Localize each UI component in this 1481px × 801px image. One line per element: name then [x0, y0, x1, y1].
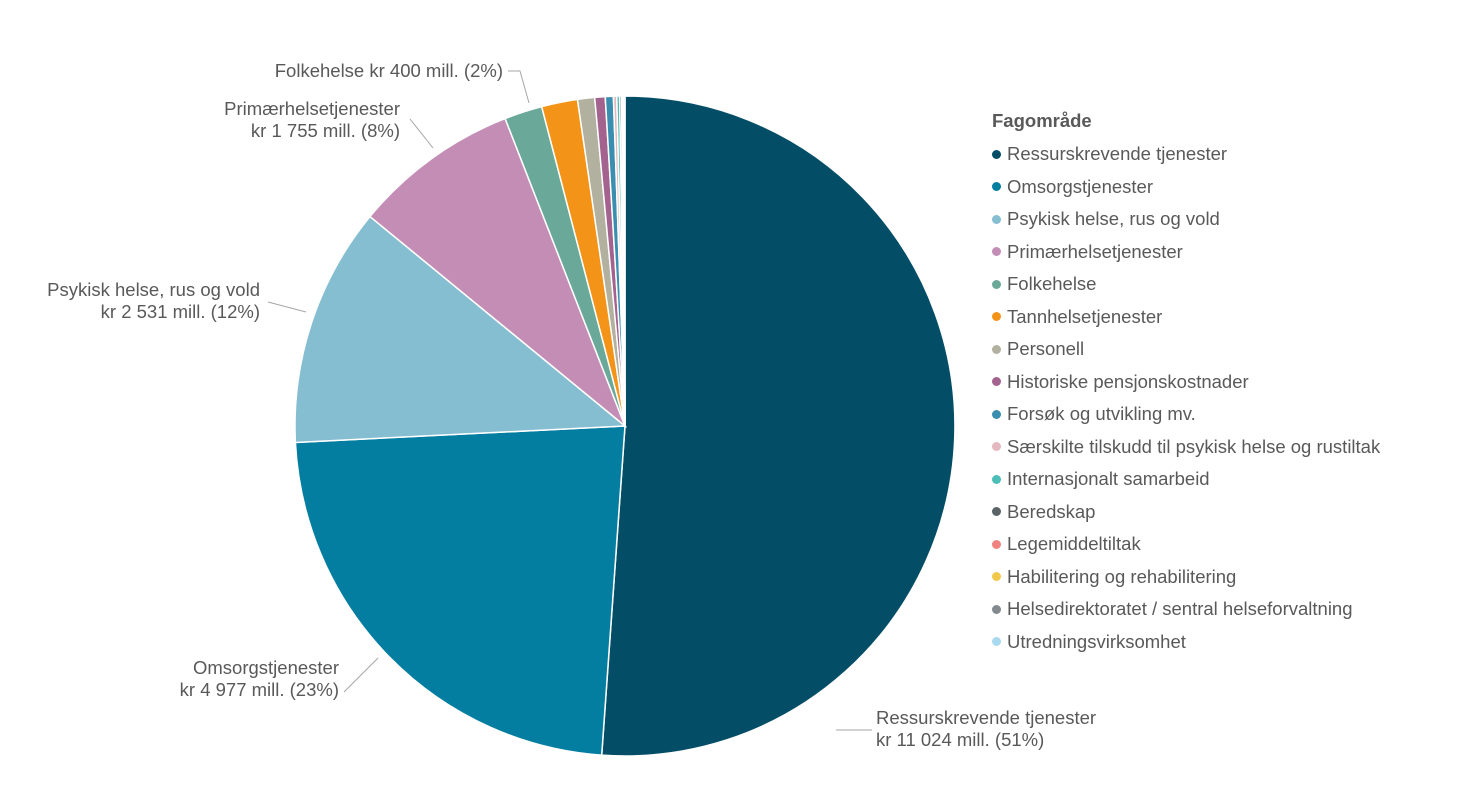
pie-slice-1 [294, 425, 626, 756]
legend-item: Beredskap [992, 496, 1380, 529]
legend-marker-icon [992, 409, 1001, 419]
legend-item: Tannhelsetjenester [992, 301, 1380, 334]
pie-slice-15 [623, 95, 626, 427]
legend-label: Historiske pensjonskostnader [1007, 370, 1249, 392]
pie-slice-0 [600, 95, 956, 757]
slice-label-line: kr 2 531 mill. (12%) [101, 301, 260, 322]
legend-marker-icon [992, 539, 1001, 549]
legend-item: Personell [992, 333, 1380, 366]
leader-line-1 [343, 657, 379, 693]
legend-item: Helsedirektoratet / sentral helseforvalt… [992, 593, 1380, 626]
slice-label-line: Ressurskrevende tjenester [876, 707, 1096, 728]
slice-label-line: Psykisk helse, rus og vold [47, 279, 260, 300]
legend-marker-icon [992, 604, 1001, 614]
legend-item: Psykisk helse, rus og vold [992, 203, 1380, 236]
legend-label: Folkehelse [1007, 273, 1097, 295]
legend-marker-icon [992, 182, 1001, 192]
legend-marker-icon [992, 637, 1001, 647]
legend-item: Internasjonalt samarbeid [992, 463, 1380, 496]
legend-label: Psykisk helse, rus og vold [1007, 208, 1220, 230]
legend: Fagområde Ressurskrevende tjenester Omsor… [984, 100, 1424, 660]
legend-item: Habilitering og rehabilitering [992, 561, 1380, 594]
legend-marker-icon [992, 442, 1001, 452]
leader-line-2 [267, 301, 307, 313]
legend-marker-icon [992, 247, 1001, 257]
legend-label: Forsøk og utvikling mv. [1007, 403, 1196, 425]
legend-label: Legemiddeltiltak [1007, 533, 1141, 555]
slice-label-0: Ressurskrevende tjenester kr 11 024 mill.… [876, 707, 1096, 750]
slice-label-line: kr 11 024 mill. (51%) [876, 729, 1044, 750]
legend-marker-icon [992, 279, 1001, 289]
legend-item: Legemiddeltiltak [992, 528, 1380, 561]
pie-slices [294, 95, 956, 757]
legend-label: Personell [1007, 338, 1085, 360]
legend-label: Habilitering og rehabilitering [1007, 565, 1237, 587]
legend-marker-icon [992, 474, 1001, 484]
legend-marker-icon [992, 149, 1001, 159]
pie-slice-3 [368, 117, 627, 429]
legend-marker-icon [992, 377, 1001, 387]
legend-label: Tannhelsetjenester [1007, 305, 1163, 327]
legend-item: Folkehelse [992, 268, 1380, 301]
slice-label-line: kr 1 755 mill. (8%) [251, 120, 400, 141]
legend-marker-icon [992, 312, 1001, 322]
legend-item: Ressurskrevende tjenester [992, 138, 1380, 171]
legend-title: Fagområde [992, 110, 1092, 131]
slice-label-4: Folkehelse kr 400 mill. (2%) [275, 60, 503, 81]
leader-line-3 [409, 118, 434, 149]
legend-item: Primærhelsetjenester [992, 236, 1380, 269]
legend-label: Ressurskrevende tjenester [1007, 143, 1228, 165]
legend-marker-icon [992, 507, 1001, 517]
slice-label-line: Folkehelse kr 400 mill. (2%) [275, 60, 503, 81]
legend-list: Ressurskrevende tjenester Omsorgstjeneste… [992, 138, 1380, 658]
legend-item: Utredningsvirksomhet [992, 626, 1380, 659]
legend-label: Internasjonalt samarbeid [1007, 468, 1210, 490]
slice-label-3: Primærhelsetjenester kr 1 755 mill. (8%) [224, 98, 400, 141]
legend-label: Beredskap [1007, 500, 1096, 522]
slice-label-line: Primærhelsetjenester [224, 98, 400, 119]
legend-marker-icon [992, 214, 1001, 224]
legend-label: Helsedirektoratet / sentral helseforvalt… [1007, 598, 1353, 620]
legend-item: Historiske pensjonskostnader [992, 366, 1380, 399]
legend-marker-icon [992, 344, 1001, 354]
legend-label: Omsorgstjenester [1007, 175, 1153, 197]
legend-label: Særskilte tilskudd til psykisk helse og … [1007, 435, 1381, 457]
slice-label-2: Psykisk helse, rus og vold kr 2 531 mill.… [47, 279, 260, 322]
slice-label-1: Omsorgstjenester kr 4 977 mill. (23%) [180, 657, 339, 700]
slice-label-line: Omsorgstjenester [193, 657, 339, 678]
legend-label: Utredningsvirksomhet [1007, 630, 1186, 652]
legend-item: Særskilte tilskudd til psykisk helse og … [992, 431, 1380, 464]
legend-label: Primærhelsetjenester [1007, 240, 1183, 262]
slice-label-line: kr 4 977 mill. (23%) [180, 679, 339, 700]
leader-line-4 [508, 70, 530, 104]
pie-labels: Ressurskrevende tjenester kr 11 024 mill.… [47, 60, 1096, 750]
legend-item: Omsorgstjenester [992, 171, 1380, 204]
legend-item: Forsøk og utvikling mv. [992, 398, 1380, 431]
legend-marker-icon [992, 572, 1001, 582]
pie-slice-2 [294, 215, 627, 444]
